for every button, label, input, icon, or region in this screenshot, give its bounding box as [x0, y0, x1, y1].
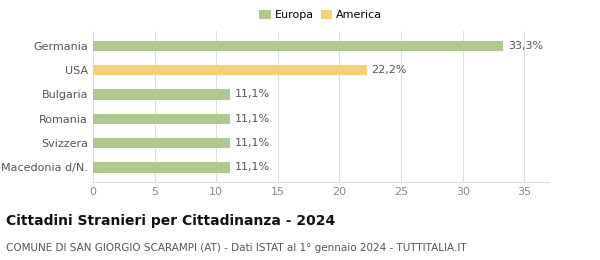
Text: COMUNE DI SAN GIORGIO SCARAMPI (AT) - Dati ISTAT al 1° gennaio 2024 - TUTTITALIA: COMUNE DI SAN GIORGIO SCARAMPI (AT) - Da…	[6, 243, 467, 253]
Text: 22,2%: 22,2%	[371, 65, 407, 75]
Bar	[93, 114, 230, 124]
Legend: Europa, America: Europa, America	[259, 10, 383, 20]
Bar	[93, 138, 230, 148]
Bar	[93, 41, 503, 51]
Text: 11,1%: 11,1%	[235, 162, 270, 172]
Bar	[93, 65, 367, 75]
Bar	[93, 162, 230, 173]
Text: 33,3%: 33,3%	[508, 41, 544, 51]
Text: 11,1%: 11,1%	[235, 89, 270, 99]
Bar	[93, 89, 230, 100]
Text: 11,1%: 11,1%	[235, 114, 270, 124]
Text: 11,1%: 11,1%	[235, 138, 270, 148]
Text: Cittadini Stranieri per Cittadinanza - 2024: Cittadini Stranieri per Cittadinanza - 2…	[6, 214, 335, 229]
